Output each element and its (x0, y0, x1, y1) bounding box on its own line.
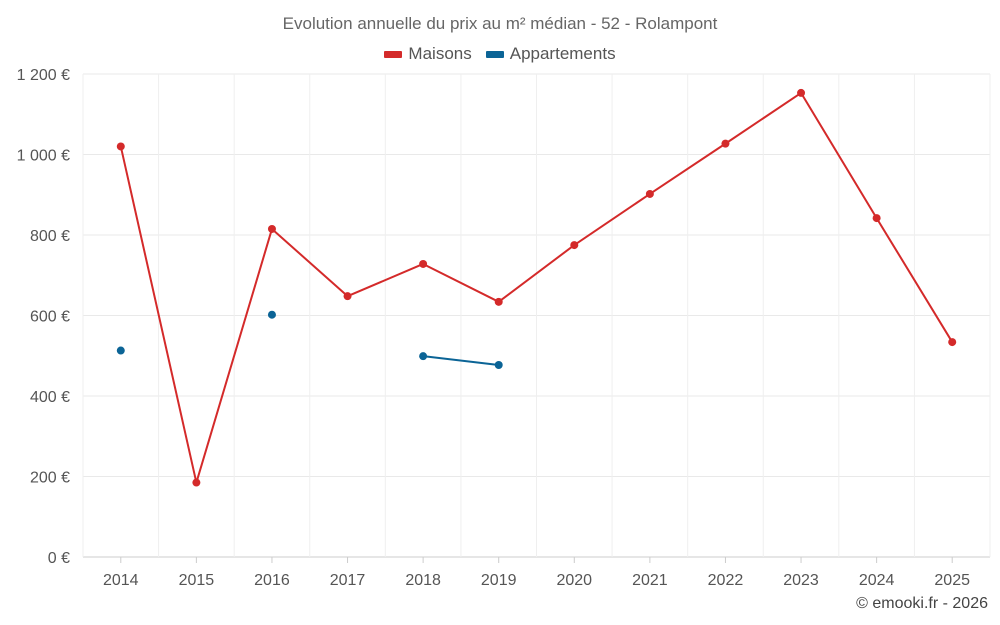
data-point-maisons (419, 259, 428, 268)
series-line-appartements (423, 355, 499, 367)
x-tick-label: 2024 (859, 572, 895, 589)
data-point-maisons (948, 338, 957, 347)
data-point-appartements (116, 346, 125, 355)
y-tick-label: 200 € (30, 470, 70, 487)
data-point-appartements (494, 361, 503, 370)
legend-label-appartements: Appartements (509, 44, 616, 63)
credit-text: © emooki.fr - 2026 (856, 595, 988, 612)
y-tick-label: 1 200 € (17, 67, 70, 84)
legend-swatch-appartements (485, 50, 504, 58)
x-tick-label: 2017 (330, 572, 366, 589)
data-point-maisons (267, 224, 276, 233)
data-point-maisons (192, 478, 201, 487)
x-tick-label: 2018 (405, 572, 441, 589)
x-tick-label: 2015 (179, 572, 215, 589)
data-point-maisons (116, 142, 125, 151)
x-tick-label: 2022 (708, 572, 744, 589)
x-tick-label: 2019 (481, 572, 517, 589)
data-point-maisons (494, 297, 503, 306)
y-tick-label: 0 € (48, 550, 70, 567)
x-tick-label: 2020 (556, 572, 592, 589)
legend-swatch-maisons (384, 50, 403, 58)
data-point-maisons (872, 214, 881, 223)
data-point-maisons (645, 189, 654, 198)
y-tick-label: 800 € (30, 228, 70, 245)
x-tick-label: 2021 (632, 572, 668, 589)
data-point-appartements (419, 352, 428, 361)
series-line-maisons (119, 91, 954, 484)
data-point-maisons (570, 241, 579, 250)
x-tick-label: 2014 (103, 572, 139, 589)
chart-legend: Maisons Appartements (0, 44, 1000, 64)
y-tick-label: 1 000 € (17, 148, 70, 165)
chart-title: Evolution annuelle du prix au m² médian … (282, 14, 718, 33)
x-tick-label: 2025 (934, 572, 970, 589)
legend-item-maisons[interactable]: Maisons (384, 44, 472, 64)
data-point-appartements (267, 310, 276, 319)
y-tick-label: 400 € (30, 389, 70, 406)
data-point-maisons (343, 292, 352, 301)
y-tick-label: 600 € (30, 309, 70, 326)
data-point-maisons (797, 88, 806, 97)
legend-item-appartements[interactable]: Appartements (485, 44, 616, 64)
x-tick-label: 2016 (254, 572, 290, 589)
data-point-maisons (721, 139, 730, 148)
legend-label-maisons: Maisons (408, 44, 472, 63)
x-tick-label: 2023 (783, 572, 819, 589)
